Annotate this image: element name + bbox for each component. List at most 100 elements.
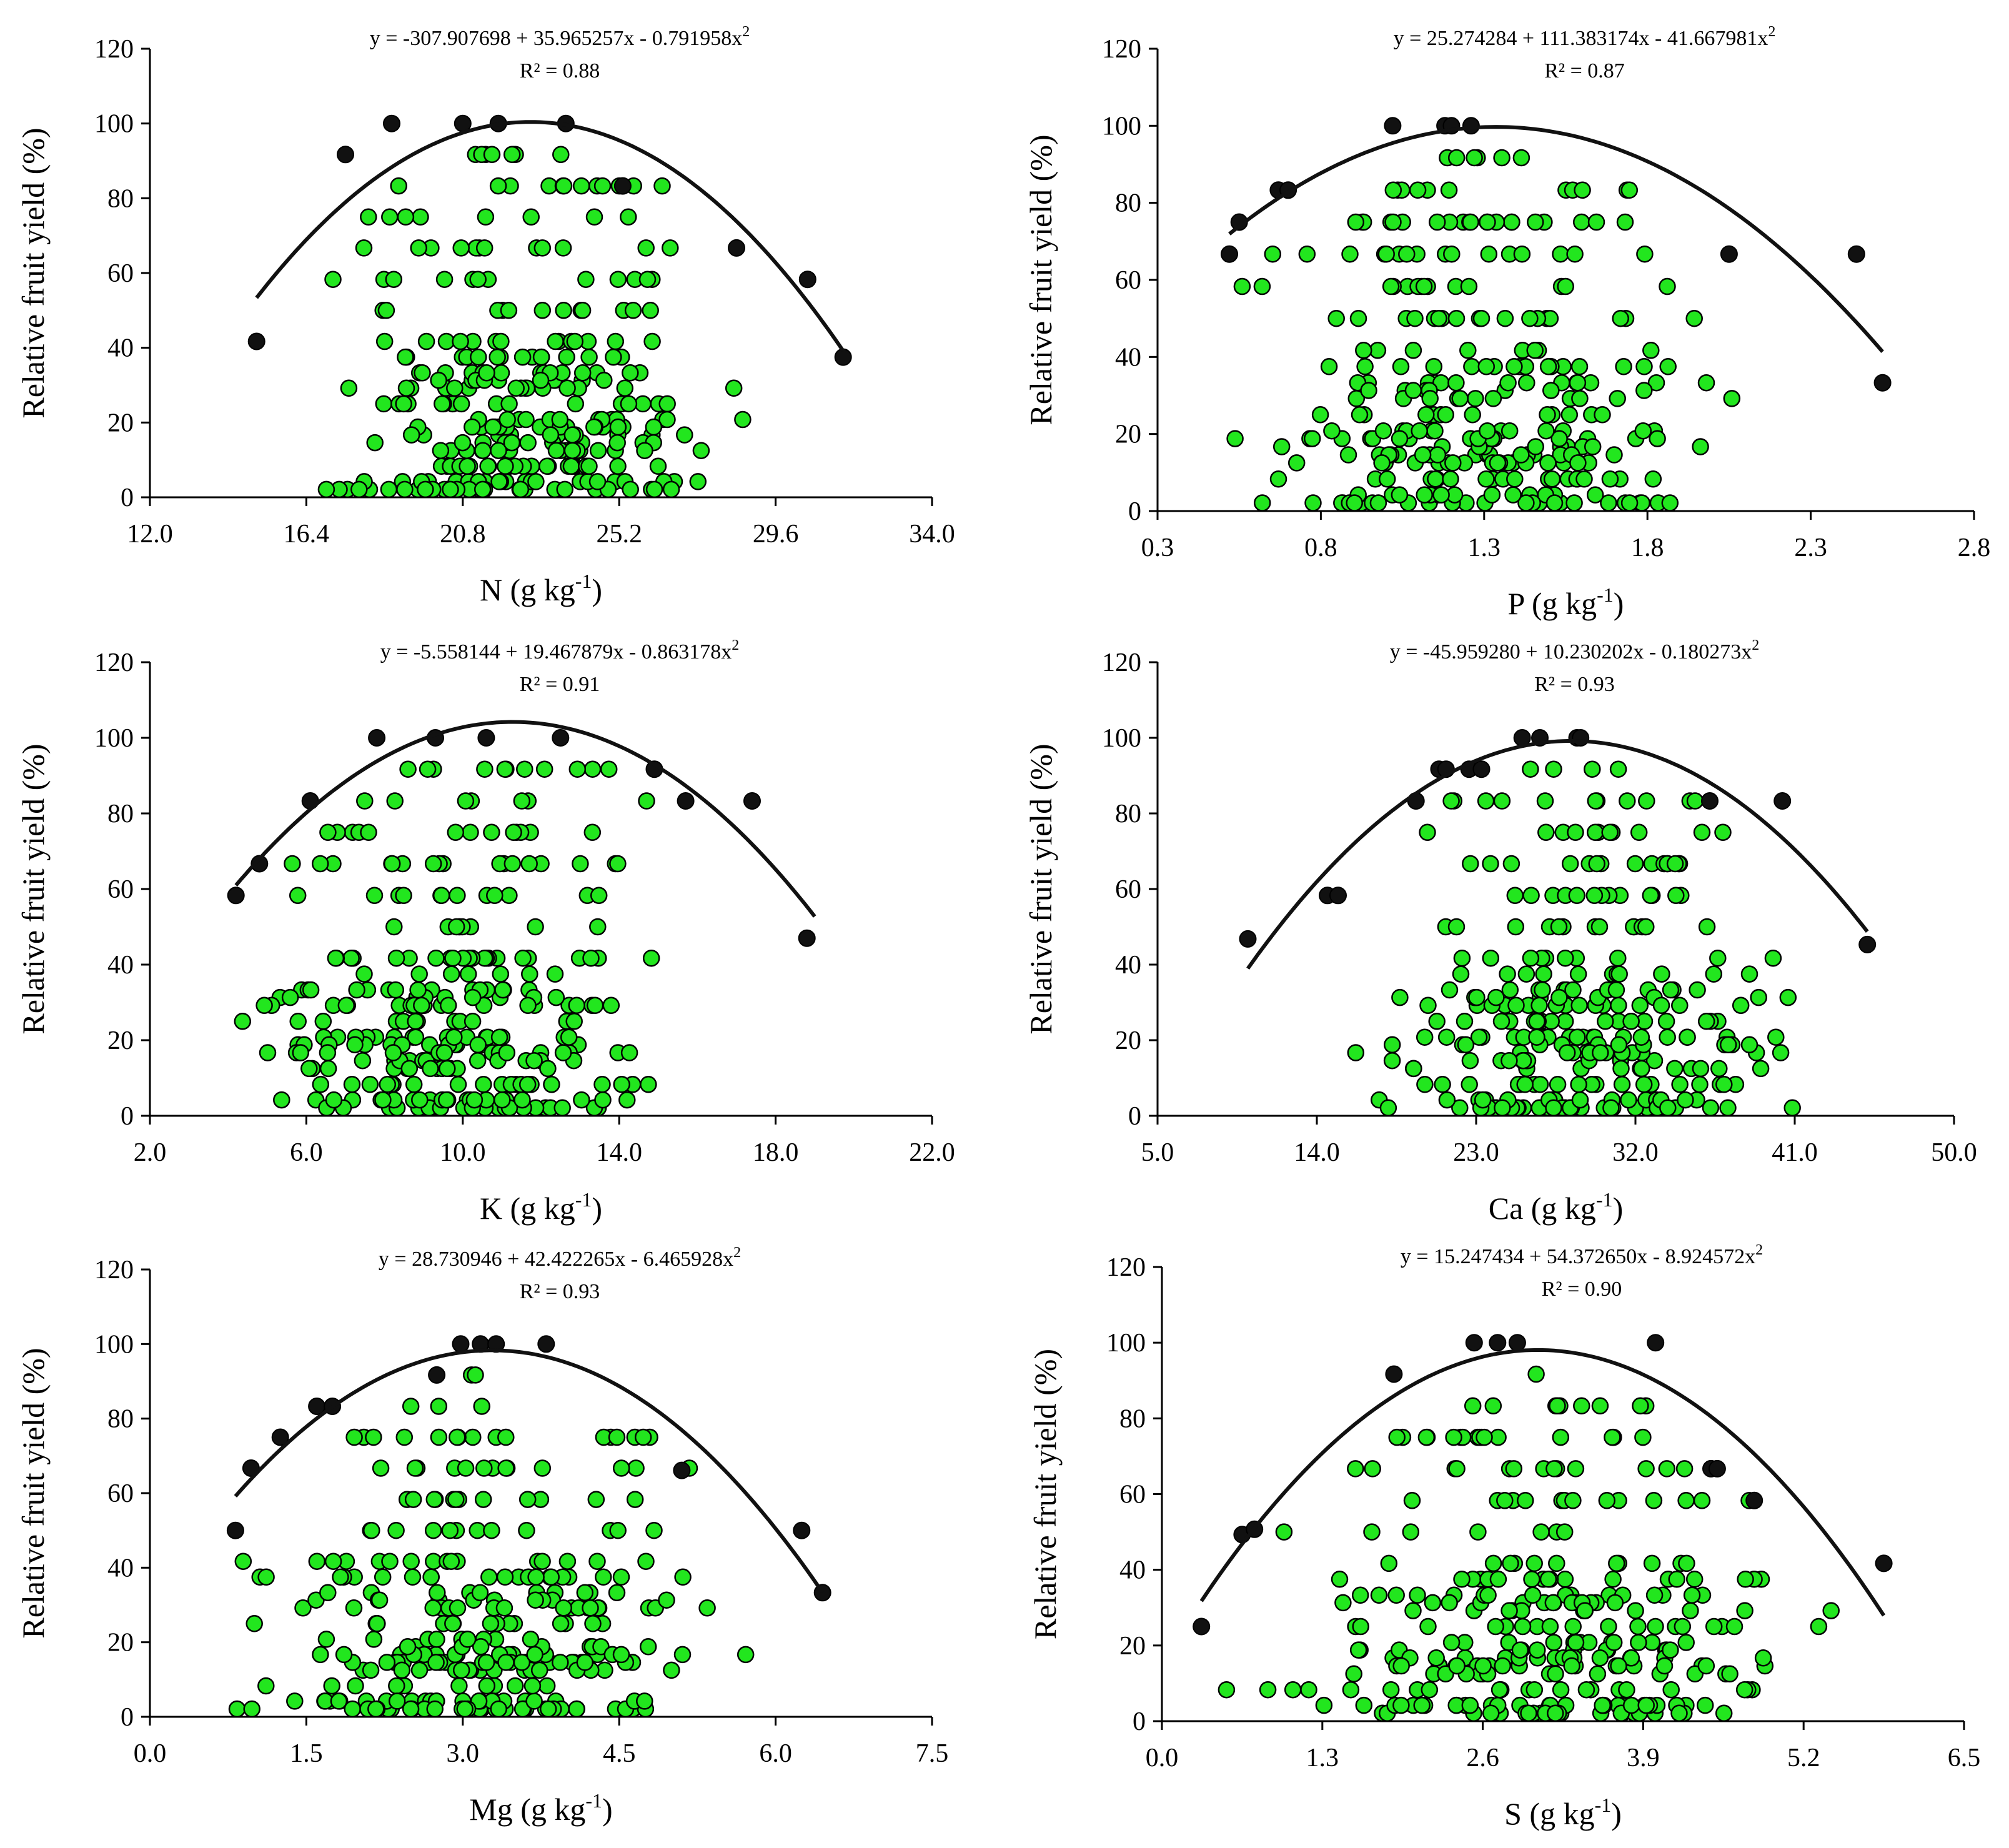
- data-point-green: [1218, 1681, 1236, 1699]
- data-point-green: [1689, 981, 1706, 999]
- data-point-green: [464, 1013, 482, 1030]
- data-point-boundary: [1221, 245, 1238, 263]
- data-point-green: [663, 1661, 680, 1679]
- data-point-green: [539, 1700, 557, 1718]
- data-point-green: [345, 1428, 363, 1446]
- data-point-green: [1705, 965, 1723, 983]
- data-point-green: [595, 371, 613, 389]
- data-point-green: [1387, 1586, 1405, 1604]
- data-point-green: [1416, 1028, 1434, 1046]
- data-point-green: [1752, 1060, 1770, 1078]
- data-point-green: [583, 823, 602, 842]
- data-point-green: [397, 379, 415, 397]
- data-point-green: [402, 1552, 420, 1570]
- data-point-green: [532, 371, 550, 389]
- data-point-green: [1662, 1681, 1680, 1699]
- data-point-green: [576, 1654, 594, 1671]
- data-point-green: [1405, 1060, 1422, 1078]
- data-point-green: [533, 239, 552, 257]
- x-tick-label: 10.0: [440, 1138, 486, 1167]
- data-point-green: [1520, 1704, 1537, 1722]
- y-tick-label: 0: [121, 484, 134, 512]
- data-point-green: [1474, 1091, 1492, 1109]
- data-point-green: [1409, 1586, 1426, 1604]
- data-point-green: [649, 457, 667, 475]
- data-point-green: [1469, 1523, 1487, 1541]
- data-point-green: [1331, 1571, 1349, 1588]
- data-point-green: [573, 302, 592, 319]
- data-point-green: [737, 1646, 755, 1664]
- data-point-boundary: [226, 1521, 244, 1539]
- data-point-green: [1810, 1617, 1828, 1636]
- data-point-green: [580, 457, 598, 475]
- green-series: [317, 146, 752, 499]
- data-point-green: [645, 1521, 663, 1539]
- data-point-green: [1517, 494, 1535, 512]
- data-point-green: [1447, 149, 1466, 167]
- data-point-green: [1605, 1634, 1623, 1651]
- data-point-green: [255, 996, 273, 1015]
- data-point-green: [434, 395, 451, 413]
- data-point-green: [1253, 277, 1271, 296]
- data-point-green: [492, 364, 510, 382]
- data-point-green: [1360, 382, 1377, 399]
- data-point-boundary: [834, 348, 852, 366]
- data-point-green: [576, 1584, 594, 1602]
- data-point-green: [1347, 390, 1366, 407]
- data-point-boundary: [1508, 1334, 1526, 1352]
- data-point-green: [1764, 949, 1782, 967]
- data-point-green: [495, 1599, 513, 1617]
- data-point-green: [1379, 1099, 1397, 1117]
- data-point-green: [1352, 1617, 1369, 1636]
- data-point-green: [533, 302, 552, 319]
- data-point-green: [1549, 1076, 1567, 1093]
- data-point-boundary: [1773, 792, 1792, 810]
- data-point-green: [500, 887, 518, 905]
- data-point-green: [385, 918, 403, 936]
- data-point-green: [294, 1599, 312, 1617]
- data-point-green: [689, 473, 707, 490]
- data-point-green: [1417, 406, 1435, 424]
- y-tick-label: 120: [1102, 35, 1141, 64]
- data-point-green: [475, 1076, 492, 1093]
- data-point-green: [324, 1552, 342, 1570]
- data-point-green: [1567, 1634, 1585, 1651]
- data-point-green: [1637, 1460, 1655, 1478]
- data-point-green: [446, 379, 464, 397]
- data-point-green: [243, 1700, 260, 1718]
- data-point-green: [1428, 213, 1446, 231]
- y-tick-label: 0: [1128, 1102, 1141, 1131]
- data-point-green: [1349, 309, 1367, 327]
- data-point-green: [1622, 1696, 1640, 1714]
- data-point-green: [1636, 245, 1654, 263]
- data-point-green: [490, 473, 508, 490]
- data-point-green: [1610, 996, 1627, 1015]
- data-point-green: [289, 887, 307, 905]
- data-point-green: [1442, 1634, 1461, 1651]
- data-point-green: [449, 1599, 467, 1617]
- data-point-green: [1721, 1665, 1739, 1683]
- data-point-green: [1517, 965, 1535, 983]
- data-point-green: [324, 271, 342, 288]
- data-point-green: [1505, 1460, 1523, 1478]
- data-point-boundary: [613, 177, 632, 195]
- x-tick-label: 41.0: [1772, 1138, 1818, 1167]
- regression-curve: [234, 720, 816, 918]
- data-point-green: [1569, 454, 1587, 472]
- y-tick-label: 120: [1106, 1253, 1146, 1282]
- data-point-green: [1384, 181, 1402, 199]
- data-point-green: [1661, 494, 1679, 512]
- data-point-green: [323, 1677, 340, 1695]
- data-point-green: [1677, 1091, 1694, 1109]
- data-point-green: [1451, 390, 1469, 407]
- data-point-green: [1679, 1028, 1696, 1046]
- data-point-green: [607, 332, 625, 350]
- data-point-green: [577, 271, 595, 288]
- data-point-green: [1479, 422, 1496, 440]
- data-point-green: [354, 1051, 372, 1070]
- data-point-green: [636, 442, 653, 459]
- data-point-green: [568, 760, 587, 778]
- data-point-green: [1522, 760, 1539, 778]
- data-point-green: [1504, 486, 1522, 504]
- data-point-green: [1424, 1594, 1442, 1612]
